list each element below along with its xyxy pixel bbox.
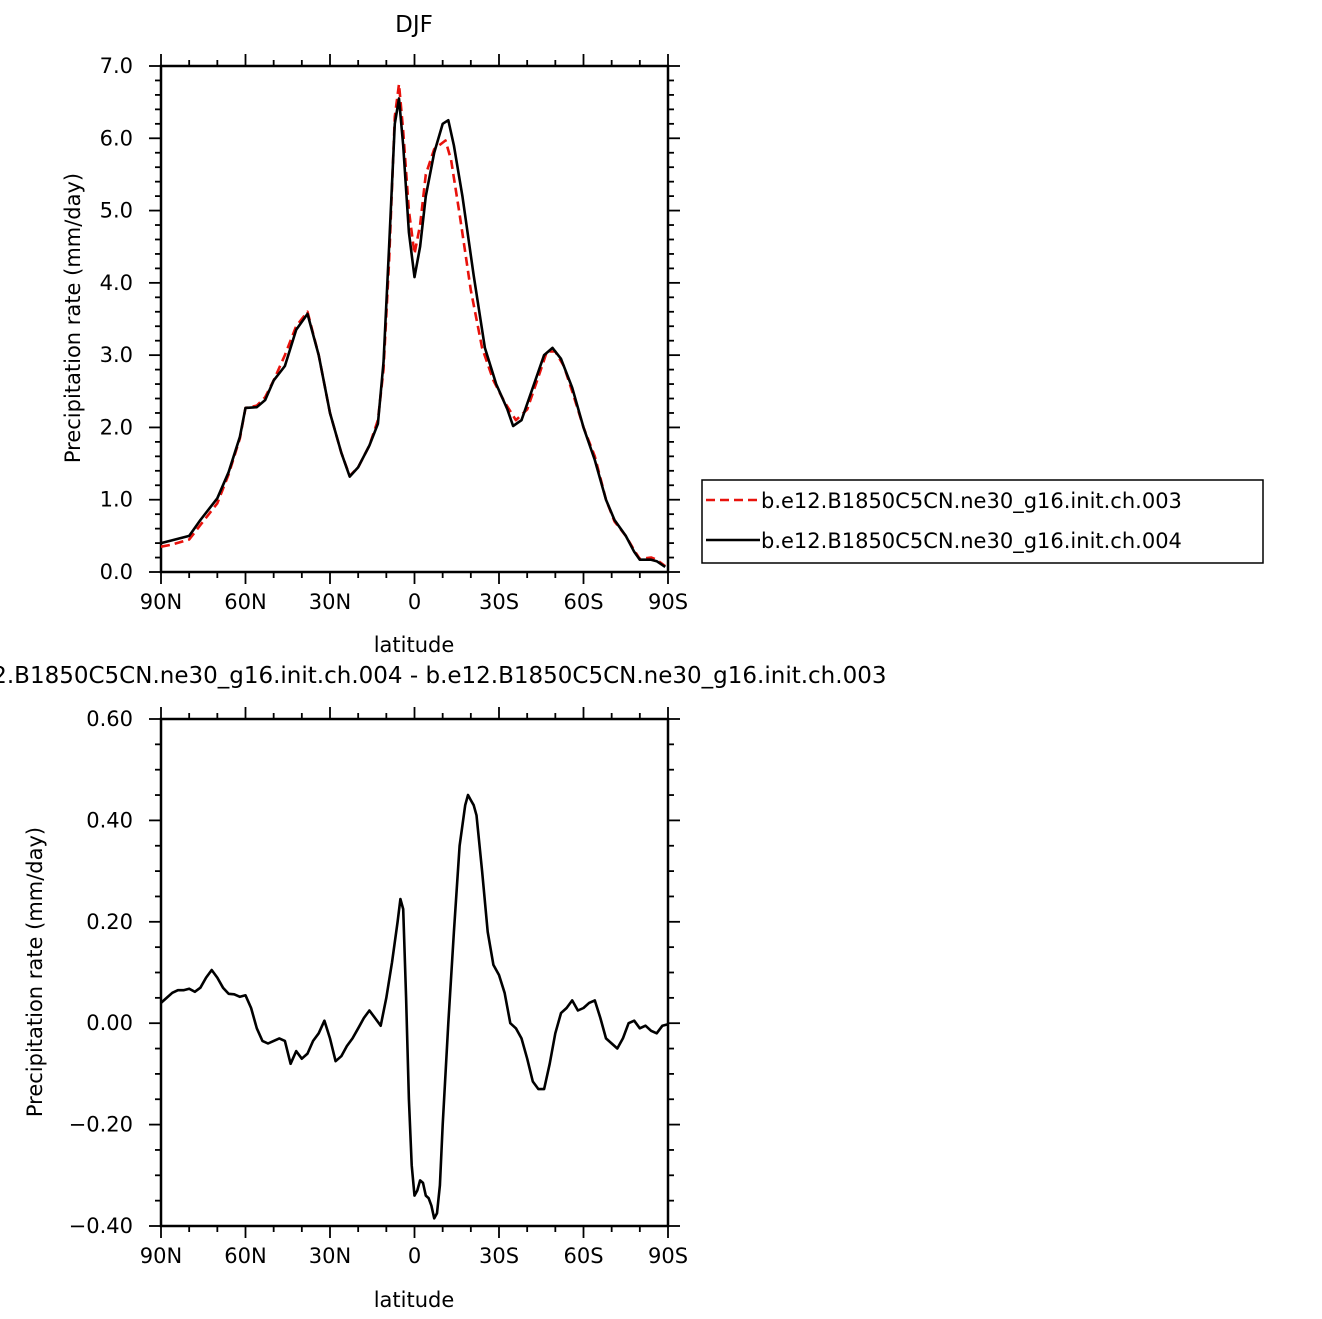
x-tick-label: 90N bbox=[140, 590, 182, 614]
x-tick-label: 0 bbox=[408, 1244, 421, 1268]
legend-label-series-1: b.e12.B1850C5CN.ne30_g16.init.ch.003 bbox=[761, 489, 1182, 514]
top-panel: DJF 90N 60N 30N 0 30S 60S 90S 0.0 1.0 2.0 3.0 4.0 5.… bbox=[61, 12, 688, 657]
series-line-1 bbox=[160, 793, 669, 1220]
bottom-chart-title: b.e12.B1850C5CN.ne30_g16.init.ch.004 - b… bbox=[0, 663, 886, 689]
x-tick-label: 60S bbox=[563, 590, 603, 614]
top-x-axis-label: latitude bbox=[374, 633, 455, 657]
x-tick-label: 90N bbox=[140, 1244, 182, 1268]
plot-frame bbox=[159, 64, 670, 574]
y-tick-label: 2.0 bbox=[100, 415, 133, 439]
y-tick-label: 6.0 bbox=[100, 126, 133, 150]
series-line-1 bbox=[160, 82, 666, 568]
x-tick-label: 30S bbox=[479, 590, 519, 614]
x-tick-label: 90S bbox=[648, 1244, 688, 1268]
top-plot-area bbox=[160, 82, 666, 568]
y-tick-label: 0.60 bbox=[86, 707, 133, 731]
legend-label-series-2: b.e12.B1850C5CN.ne30_g16.init.ch.004 bbox=[761, 529, 1182, 554]
y-tick-label: −0.40 bbox=[69, 1214, 133, 1238]
bottom-x-axis-label: latitude bbox=[374, 1288, 455, 1312]
y-tick-label: 0.40 bbox=[86, 808, 133, 832]
x-tick-label: 60N bbox=[224, 590, 266, 614]
y-tick-label: 7.0 bbox=[100, 54, 133, 78]
bottom-axes: 90N 60N 30N 0 30S 60S 90S −0.40 −0.20 0.00 0.20 0.4… bbox=[69, 707, 688, 1268]
x-tick-label: 60S bbox=[563, 1244, 603, 1268]
top-y-axis-label: Precipitation rate (mm/day) bbox=[61, 173, 85, 463]
y-tick-label: −0.20 bbox=[69, 1113, 133, 1137]
top-chart-title: DJF bbox=[395, 12, 433, 38]
y-tick-label: 0.0 bbox=[100, 560, 133, 584]
x-tick-label: 30N bbox=[309, 1244, 351, 1268]
y-tick-label: 5.0 bbox=[100, 199, 133, 223]
legend: b.e12.B1850C5CN.ne30_g16.init.ch.003 b.e… bbox=[701, 479, 1264, 564]
y-tick-label: 0.00 bbox=[86, 1011, 133, 1035]
x-tick-label: 30N bbox=[309, 590, 351, 614]
legend-box bbox=[701, 479, 1264, 564]
y-tick-label: 3.0 bbox=[100, 343, 133, 367]
x-tick-label: 30S bbox=[479, 1244, 519, 1268]
y-tick-label: 1.0 bbox=[100, 488, 133, 512]
x-tick-label: 90S bbox=[648, 590, 688, 614]
y-tick-label: 0.20 bbox=[86, 910, 133, 934]
series-line-2 bbox=[160, 97, 666, 568]
y-tick-label: 4.0 bbox=[100, 271, 133, 295]
x-tick-label: 0 bbox=[408, 590, 421, 614]
top-axes: 90N 60N 30N 0 30S 60S 90S 0.0 1.0 2.0 3.0 4.0 5.0 6.0… bbox=[100, 54, 688, 614]
x-tick-label: 60N bbox=[224, 1244, 266, 1268]
bottom-y-axis-label: Precipitation rate (mm/day) bbox=[23, 827, 47, 1117]
plot-frame bbox=[159, 717, 670, 1228]
bottom-plot-area bbox=[160, 793, 669, 1220]
bottom-panel: b.e12.B1850C5CN.ne30_g16.init.ch.004 - b… bbox=[0, 663, 886, 1312]
